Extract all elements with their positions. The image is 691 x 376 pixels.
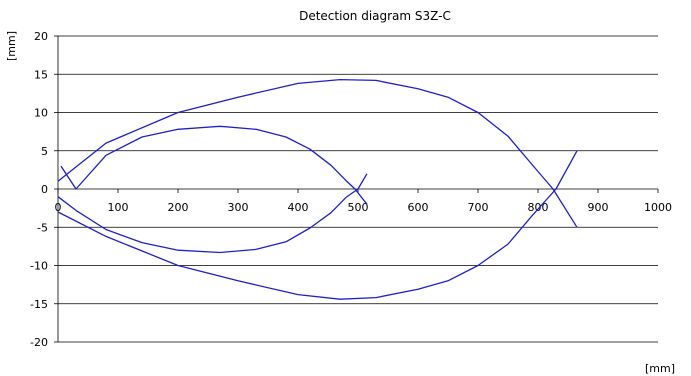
x-tick-label: 1000 (644, 201, 672, 214)
x-tick-label: 900 (588, 201, 609, 214)
y-tick-label: -20 (30, 336, 48, 349)
y-tick-label: 20 (34, 30, 48, 43)
x-tick-label: 500 (348, 201, 369, 214)
y-tick-label: -10 (30, 260, 48, 273)
series-line-3 (60, 125, 368, 205)
y-tick-labels: -20 -15 -10 -5 0 5 10 15 20 (30, 30, 48, 349)
y-tick-label: 5 (41, 145, 48, 158)
x-tick-label: 600 (408, 201, 429, 214)
x-tick-label: 0 (55, 201, 62, 214)
y-tick-label: -15 (30, 298, 48, 311)
x-tick-label: 200 (168, 201, 189, 214)
x-tick-label: 300 (228, 201, 249, 214)
series-line-4 (57, 78, 578, 228)
y-tick-label: -5 (37, 221, 48, 234)
chart-title: Detection diagram S3Z-C (299, 9, 451, 23)
x-tick-label: 700 (468, 201, 489, 214)
y-tick-label: 10 (34, 107, 48, 120)
y-tick-label: 15 (34, 68, 48, 81)
x-tick-labels: 0 100 200 300 400 500 600 700 800 900 1000 (55, 201, 673, 214)
y-tick-label: 0 (41, 183, 48, 196)
axes (54, 35, 659, 343)
series-line-1 (57, 173, 368, 254)
x-axis-label: [mm] (645, 362, 675, 375)
x-tick-label: 400 (288, 201, 309, 214)
series-line-2 (57, 150, 578, 300)
y-axis-label: [mm] (5, 31, 18, 61)
series-group (57, 78, 578, 300)
x-tick-label: 800 (528, 201, 549, 214)
x-tick-label: 100 (108, 201, 129, 214)
